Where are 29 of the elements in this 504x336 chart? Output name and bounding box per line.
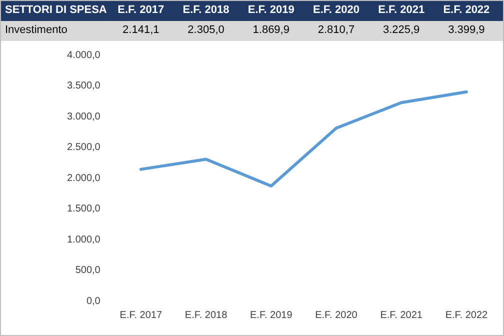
x-tick-label: E.F. 2017 — [116, 4, 166, 16]
category-label: E.F. 2021 — [380, 310, 422, 321]
x-tick-label: E.F. 2022 — [442, 4, 491, 16]
text: Investimento — [5, 24, 68, 36]
y-tick-label: 1.500,0 — [66, 204, 101, 214]
y-tick-label: 3.000,0 — [66, 111, 101, 122]
y-tick-label: 4.000,0 — [66, 50, 101, 61]
y-tick-label: 0,0 — [86, 296, 101, 307]
y-tick-label: 2.500,0 — [66, 142, 101, 153]
data-label: 2.810,7 — [316, 24, 356, 36]
y-tick-label: 1.000,0 — [66, 234, 101, 246]
y-tick-label: 3.500,0 — [66, 80, 101, 92]
category-label: E.F. 2022 — [445, 310, 488, 321]
y-tick-label: 2.000,0 — [66, 172, 101, 184]
legend-title: SETTORI DI SPESA — [4, 4, 108, 16]
category-label: E.F. 2020 — [315, 310, 358, 321]
x-tick-label: E.F. 2018 — [182, 4, 230, 16]
data-label: 1.869,9 — [252, 24, 290, 36]
x-tick-label: E.F. 2019 — [246, 4, 296, 16]
data-label: 3.225,9 — [382, 24, 421, 36]
x-tick-label: E.F. 2020 — [312, 4, 360, 16]
category-label: E.F. 2019 — [250, 310, 292, 321]
y-tick-label: 500,0 — [75, 265, 101, 276]
x-tick-label: E.F. 2021 — [377, 4, 426, 16]
data-label: 3.399,9 — [447, 24, 486, 36]
category-label: E.F. 2017 — [120, 310, 162, 321]
data-label: 2.305,0 — [186, 24, 226, 36]
data-label: 2.141,1 — [122, 24, 160, 36]
category-label: E.F. 2018 — [184, 310, 228, 321]
